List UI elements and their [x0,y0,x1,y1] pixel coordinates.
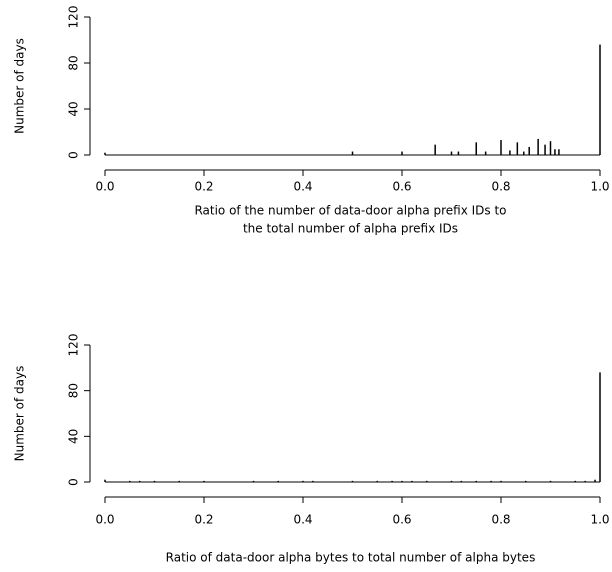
y-tick-label: 0 [67,151,81,159]
x-tick-label: 1.0 [590,513,609,527]
x-axis-label: the total number of alpha prefix IDs [243,222,458,236]
x-tick-label: 0.4 [293,180,312,194]
x-axis-label: Ratio of the number of data-door alpha p… [194,204,506,218]
x-tick-label: 0.0 [95,180,114,194]
x-tick-label: 0.0 [95,513,114,527]
x-tick-label: 1.0 [590,180,609,194]
y-tick-label: 40 [67,101,81,116]
x-tick-label: 0.8 [491,513,510,527]
y-tick-label: 120 [67,6,81,29]
x-tick-label: 0.2 [194,180,213,194]
x-tick-label: 0.4 [293,513,312,527]
y-tick-label: 40 [67,429,81,444]
x-tick-label: 0.6 [392,180,411,194]
y-tick-label: 80 [67,383,81,398]
x-tick-label: 0.2 [194,513,213,527]
y-axis-label: Number of days [13,38,27,134]
y-tick-label: 0 [67,478,81,486]
y-axis-label: Number of days [13,366,27,462]
y-tick-label: 120 [67,334,81,357]
x-tick-label: 0.8 [491,180,510,194]
x-tick-label: 0.6 [392,513,411,527]
x-axis-label: Ratio of data-door alpha bytes to total … [166,551,536,565]
y-tick-label: 80 [67,55,81,70]
